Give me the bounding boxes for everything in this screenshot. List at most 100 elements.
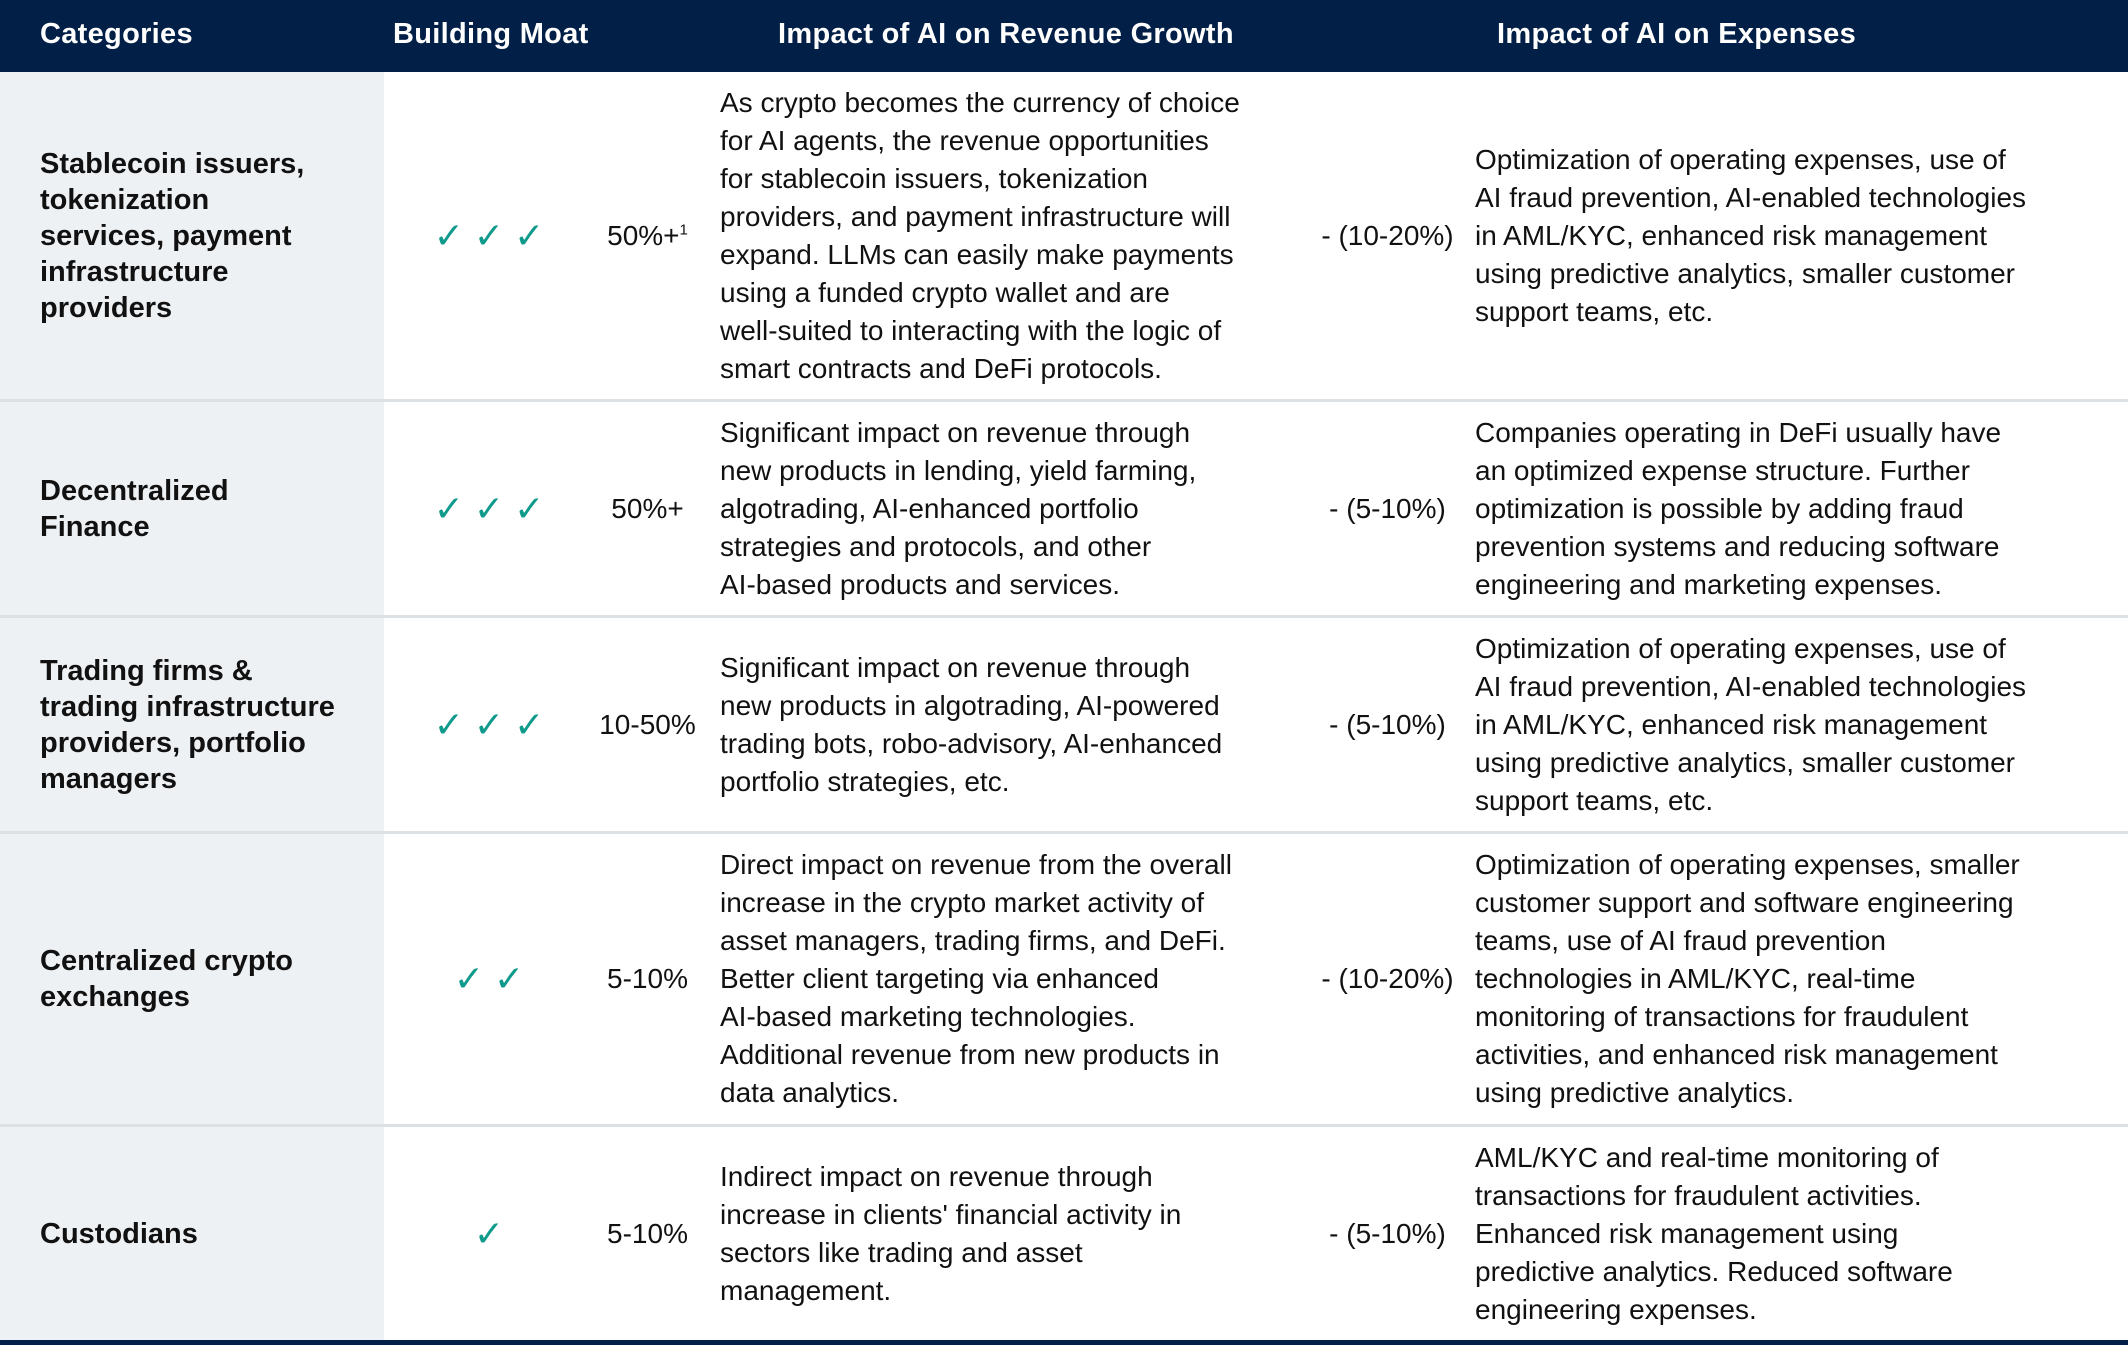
- expense-pct: - (10-20%): [1321, 219, 1454, 251]
- expense-pct: - (5-10%): [1329, 708, 1446, 740]
- text-line: in AML/KYC, enhanced risk management: [1475, 219, 1988, 251]
- category-cell: Trading firms & trading infrastructure pro…: [0, 618, 384, 831]
- revenue-pct: 50%+1: [580, 220, 715, 252]
- table-row: Centralized crypto exchanges ✓✓ 5-10% Direct…: [0, 834, 2128, 1127]
- header-expenses: Impact of AI on Expenses: [1497, 18, 1857, 50]
- table-row: Stablecoin issuers, tokenization services,…: [0, 72, 2128, 402]
- revenue-pct-value: 5-10%: [607, 1217, 688, 1249]
- text-line: providers: [40, 291, 173, 324]
- checkmark-icon: ✓: [473, 487, 515, 529]
- footnote-marker: 1: [679, 221, 688, 239]
- revenue-pct: 5-10%: [580, 963, 715, 995]
- text-line: Optimization of operating expenses, use …: [1475, 143, 2006, 175]
- text-line: tokenization: [40, 183, 210, 216]
- category-label: Decentralized Finance: [40, 473, 374, 545]
- text-line: trading infrastructure: [40, 690, 335, 723]
- expense-text: Companies operating in DeFi usually have…: [1475, 414, 2125, 604]
- expense-text: Optimization of operating expenses, use …: [1475, 141, 2125, 331]
- checkmark-icon: ✓: [514, 214, 555, 256]
- category-label: Stablecoin issuers, tokenization services,…: [40, 146, 374, 326]
- revenue-pct: 5-10%: [580, 1218, 715, 1250]
- bottom-border: [0, 1340, 2128, 1345]
- table-row: Decentralized Finance ✓✓✓ 50%+ Significant i…: [0, 402, 2128, 618]
- revenue-pct-value: 5-10%: [607, 963, 688, 994]
- text-line: Finance: [40, 510, 150, 543]
- text-line: expand. LLMs can easily make payments: [720, 238, 1234, 270]
- text-line: new products in lending, yield farming,: [720, 454, 1197, 486]
- text-line: Significant impact on revenue through: [720, 416, 1191, 448]
- revenue-pct: 50%+: [580, 493, 715, 525]
- text-line: Enhanced risk management using: [1475, 1217, 1899, 1249]
- expense-text: Optimization of operating expenses, use …: [1475, 630, 2125, 820]
- text-line: predictive analytics. Reduced software: [1475, 1255, 1953, 1287]
- checkmark-icon: ✓: [433, 703, 474, 745]
- text-line: Indirect impact on revenue through: [720, 1160, 1153, 1192]
- text-line: prevention systems and reducing software: [1475, 530, 2000, 562]
- checkmark-icon: ✓: [514, 487, 555, 529]
- revenue-pct-value: 10-50%: [599, 708, 696, 740]
- text-line: using a funded crypto wallet and are: [720, 276, 1170, 308]
- table-row: Custodians ✓ 5-10% Indirect impact on reven…: [0, 1127, 2128, 1340]
- text-line: new products in algotrading, AI-powered: [720, 689, 1220, 721]
- expense-text: AML/KYC and real-time monitoring of trans…: [1475, 1139, 2125, 1329]
- header-revenue: Impact of AI on Revenue Growth: [778, 18, 1234, 50]
- category-label: Custodians: [40, 1216, 374, 1252]
- text-line: As crypto becomes the currency of choice: [720, 86, 1240, 118]
- moat-checks: ✓✓✓: [384, 488, 604, 530]
- category-cell: Custodians: [0, 1127, 384, 1340]
- header-categories: Categories: [40, 18, 193, 50]
- moat-checks: ✓✓✓: [384, 215, 604, 257]
- revenue-text: Significant impact on revenue through new…: [720, 414, 1320, 604]
- text-line: Centralized crypto: [40, 945, 293, 977]
- text-line: Companies operating in DeFi usually have: [1475, 416, 2002, 448]
- revenue-pct-value: 50%+: [607, 219, 680, 251]
- text-line: for stablecoin issuers, tokenization: [720, 162, 1148, 194]
- text-line: infrastructure: [40, 255, 229, 288]
- text-line: increase in clients' financial activity …: [720, 1198, 1182, 1230]
- text-line: Optimization of operating expenses, use …: [1475, 632, 2006, 664]
- text-line: Direct impact on revenue from the overal…: [720, 849, 1232, 880]
- expense-pct: - (5-10%): [1329, 492, 1446, 524]
- text-line: using predictive analytics, smaller cust…: [1475, 746, 2015, 778]
- category-label: Centralized crypto exchanges: [40, 943, 374, 1015]
- text-line: support teams, etc.: [1475, 295, 1714, 327]
- text-line: smart contracts and DeFi protocols.: [720, 352, 1162, 384]
- checkmark-icon: ✓: [433, 214, 474, 256]
- text-line: Custodians: [40, 1217, 198, 1250]
- text-line: AI-based marketing technologies.: [720, 1001, 1136, 1032]
- checkmark-icon: ✓: [494, 958, 535, 999]
- revenue-pct: 10-50%: [580, 709, 715, 741]
- text-line: activities, and enhanced risk management: [1475, 1039, 1998, 1070]
- revenue-text: Significant impact on revenue through new…: [720, 649, 1320, 801]
- revenue-text: Indirect impact on revenue through increa…: [720, 1158, 1320, 1310]
- moat-checks: ✓✓: [384, 958, 604, 1000]
- text-line: managers: [40, 762, 178, 795]
- text-line: algotrading, AI-enhanced portfolio: [720, 492, 1139, 524]
- text-line: an optimized expense structure. Further: [1475, 454, 1970, 486]
- text-line: monitoring of transactions for fraudulen…: [1475, 1001, 1969, 1032]
- text-line: using predictive analytics, smaller cust…: [1475, 257, 2015, 289]
- checkmark-icon: ✓: [473, 214, 515, 256]
- expense-pct: - (10-20%): [1321, 963, 1454, 994]
- checkmark-icon: ✓: [514, 703, 555, 745]
- text-line: AI-based products and services.: [720, 568, 1120, 600]
- revenue-pct-value: 50%+: [611, 492, 684, 524]
- text-line: using predictive analytics.: [1475, 1077, 1795, 1108]
- text-line: Significant impact on revenue through: [720, 651, 1191, 683]
- table-row: Trading firms & trading infrastructure pro…: [0, 618, 2128, 834]
- text-line: trading bots, robo-advisory, AI-enhanced: [720, 727, 1223, 759]
- text-line: customer support and software engineerin…: [1475, 887, 2014, 918]
- text-line: data analytics.: [720, 1077, 899, 1108]
- moat-checks: ✓✓✓: [384, 704, 604, 746]
- text-line: transactions for fraudulent activities.: [1475, 1179, 1922, 1211]
- revenue-text: As crypto becomes the currency of choice…: [720, 84, 1320, 388]
- category-cell: Stablecoin issuers, tokenization services,…: [0, 72, 384, 399]
- text-line: providers, portfolio: [40, 726, 306, 759]
- checkmark-icon: ✓: [433, 487, 474, 529]
- text-line: engineering and marketing expenses.: [1475, 568, 1942, 600]
- moat-checks: ✓: [384, 1213, 604, 1255]
- text-line: exchanges: [40, 981, 190, 1013]
- text-line: asset managers, trading firms, and DeFi.: [720, 925, 1226, 956]
- text-line: teams, use of AI fraud prevention: [1475, 925, 1886, 956]
- text-line: Stablecoin issuers,: [40, 147, 305, 180]
